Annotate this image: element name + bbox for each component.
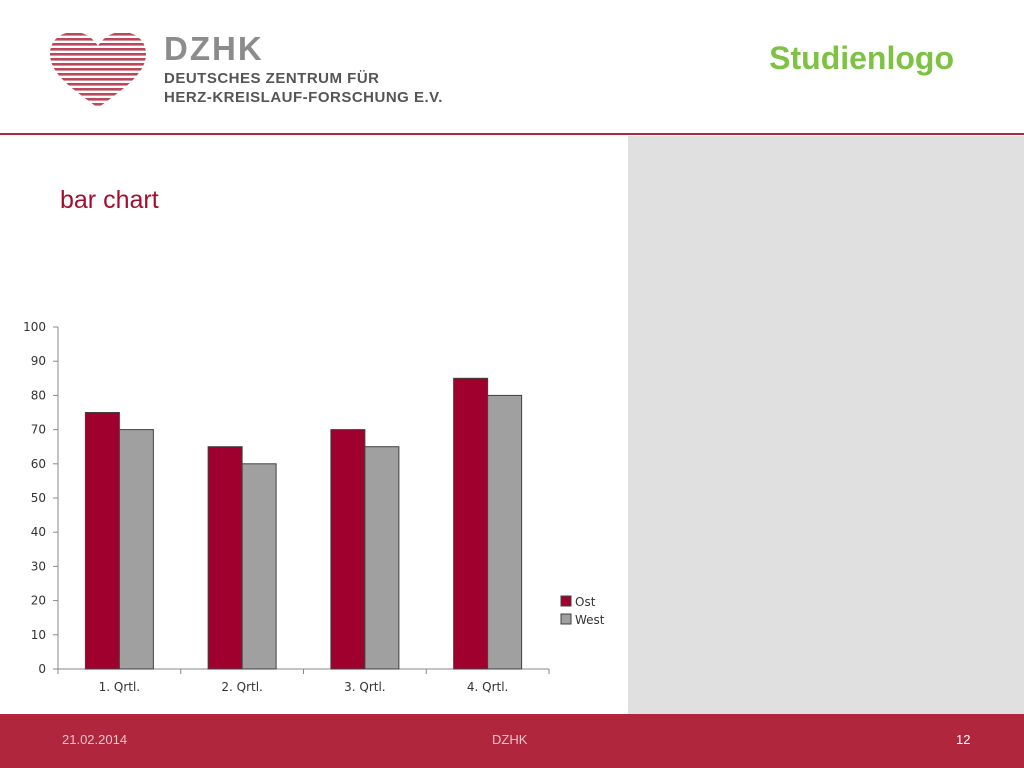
footer-date: 21.02.2014 — [62, 732, 128, 747]
footer-center-label: DZHK — [492, 732, 528, 747]
bar-ost — [84, 412, 120, 670]
x-tick-label: 4. Qrtl. — [467, 680, 509, 694]
y-tick-label: 10 — [31, 628, 46, 642]
y-tick-label: 100 — [23, 320, 46, 334]
page-number: 12 — [956, 732, 971, 747]
y-tick-label: 20 — [31, 594, 46, 608]
y-tick-label: 40 — [31, 525, 46, 539]
side-panel — [628, 136, 1024, 714]
y-tick-label: 70 — [31, 423, 46, 437]
bar-chart: 0 10 20 30 40 50 60 70 80 90 100 1. Qrtl. 2. Qrtl. 3.… — [23, 320, 605, 694]
bar-west — [364, 446, 400, 670]
slide-header: DZHK DEUTSCHES ZENTRUM FÜR HERZ-KREISLAU… — [0, 0, 1024, 134]
bar-west — [487, 394, 523, 670]
bar-west — [118, 429, 154, 670]
slide-footer: 21.02.2014 DZHK 12 — [0, 714, 1024, 768]
bar-ost — [453, 377, 489, 670]
legend-swatch-ost — [560, 595, 572, 607]
brand-name: DZHK — [164, 30, 264, 67]
y-tick-label: 60 — [31, 457, 46, 471]
legend-label-ost: Ost — [575, 595, 596, 609]
study-logo-placeholder: Studienlogo — [769, 40, 954, 76]
bar-ost — [207, 446, 243, 670]
y-tick-label: 80 — [31, 388, 46, 402]
x-tick-label: 3. Qrtl. — [344, 680, 386, 694]
brand-subtitle-line2: HERZ-KREISLAUF-FORSCHUNG E.V. — [164, 89, 443, 106]
brand-subtitle-line1: DEUTSCHES ZENTRUM FÜR — [164, 70, 380, 87]
bar-west — [241, 463, 277, 670]
legend-label-west: West — [575, 613, 605, 627]
y-tick-label: 50 — [31, 491, 46, 505]
legend-swatch-west — [560, 613, 572, 625]
y-tick-label: 90 — [31, 354, 46, 368]
bar-ost — [330, 429, 366, 670]
x-tick-label: 2. Qrtl. — [221, 680, 263, 694]
x-tick-label: 1. Qrtl. — [99, 680, 141, 694]
y-tick-label: 0 — [38, 662, 46, 676]
heart-icon — [50, 33, 146, 106]
header-divider — [0, 133, 1024, 135]
y-tick-label: 30 — [31, 559, 46, 573]
slide-title: bar chart — [60, 186, 159, 214]
